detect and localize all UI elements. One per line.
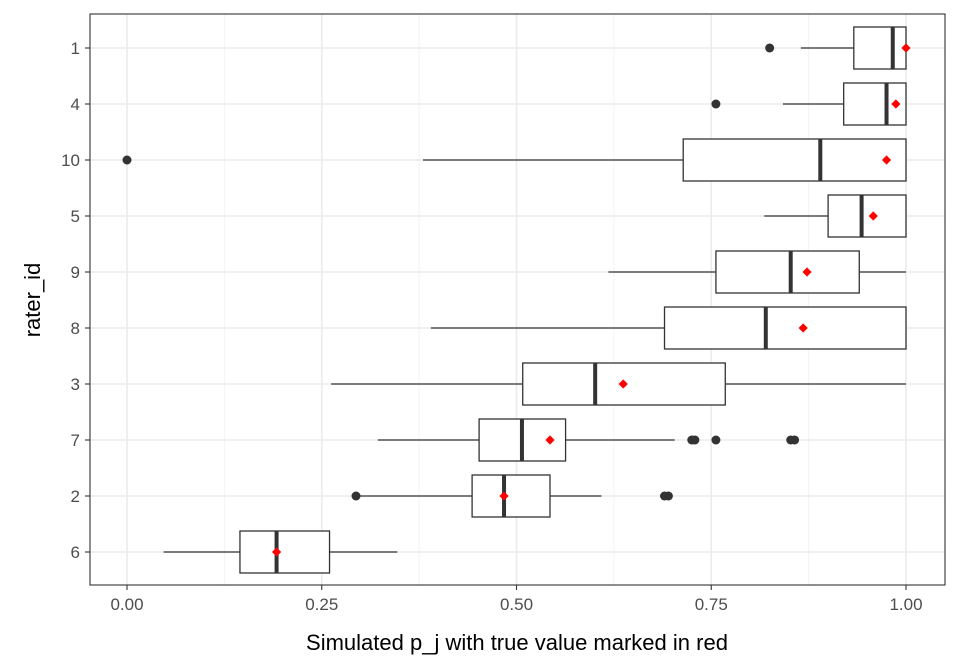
outlier-point <box>663 491 673 501</box>
outlier-point <box>711 435 721 445</box>
y-tick-label: 5 <box>71 207 80 226</box>
y-axis-ticks: 1 4 10 5 9 8 3 7 2 6 <box>61 39 90 562</box>
box-group-10 <box>122 138 907 182</box>
iqr-box <box>239 530 331 574</box>
x-tick-label: 0.00 <box>110 595 143 614</box>
box-group-2 <box>351 474 673 518</box>
x-axis-title: Simulated p_j with true value marked in … <box>306 630 728 655</box>
x-tick-label: 0.25 <box>305 595 338 614</box>
y-tick-label: 4 <box>71 95 80 114</box>
outlier-point <box>765 43 775 53</box>
true-value-marker <box>881 155 892 165</box>
true-value-marker <box>868 211 878 221</box>
outlier-point <box>790 435 800 445</box>
true-value-marker <box>499 491 509 501</box>
box-group-1 <box>765 26 911 70</box>
iqr-box <box>827 194 907 238</box>
y-tick-label: 7 <box>71 431 80 450</box>
iqr-box <box>715 250 860 294</box>
box-group-3 <box>331 362 906 406</box>
y-tick-label: 2 <box>71 487 80 506</box>
true-value-marker <box>802 267 812 277</box>
true-value-marker <box>891 99 901 109</box>
box-group-5 <box>764 194 907 238</box>
x-tick-label: 0.50 <box>500 595 533 614</box>
box-group-8 <box>430 306 907 350</box>
iqr-box <box>853 26 907 70</box>
box-marks <box>122 26 911 574</box>
x-tick-label: 0.75 <box>695 595 728 614</box>
y-tick-label: 3 <box>71 375 80 394</box>
box-group-9 <box>608 250 906 294</box>
x-axis-ticks: 0.00 0.25 0.50 0.75 1.00 <box>110 585 923 614</box>
y-tick-label: 9 <box>71 263 80 282</box>
box-group-6 <box>163 530 398 574</box>
y-tick-label: 1 <box>71 39 80 58</box>
true-value-marker <box>618 379 628 389</box>
iqr-box <box>471 474 551 518</box>
true-value-marker <box>798 323 808 333</box>
x-tick-label: 1.00 <box>889 595 922 614</box>
outlier-point <box>122 155 132 165</box>
y-tick-label: 6 <box>71 543 80 562</box>
plot-border <box>89 13 946 586</box>
true-value-marker <box>545 435 555 445</box>
y-tick-label: 8 <box>71 319 80 338</box>
iqr-box <box>663 306 907 350</box>
box-group-4 <box>711 82 907 126</box>
outlier-point <box>711 99 721 109</box>
iqr-box <box>682 138 907 182</box>
true-value-marker <box>901 43 911 53</box>
outlier-point <box>690 435 700 445</box>
y-tick-label: 10 <box>61 151 80 170</box>
y-axis-title: rater_id <box>20 263 45 338</box>
true-value-marker <box>271 547 282 557</box>
box-group-7 <box>377 418 800 462</box>
outlier-point <box>351 491 361 501</box>
